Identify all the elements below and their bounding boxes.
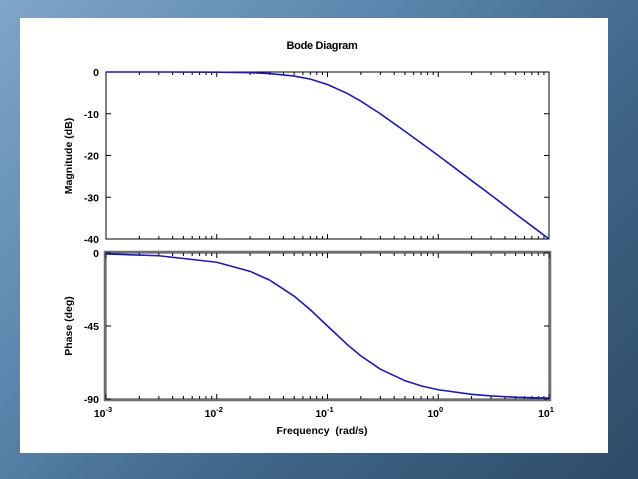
magnitude-ylabel: Magnitude (dB) [63, 118, 75, 194]
phase-axes-highlight [103, 250, 552, 402]
phase-ytick-label: -45 [84, 321, 99, 333]
magnitude-ytick-label: -40 [84, 234, 99, 246]
x-tick-label: 10-2 [205, 405, 223, 420]
x-tick-labels: 10-3 10-2 10-1 100 101 [94, 405, 554, 420]
magnitude-ytick-label: -20 [84, 151, 99, 163]
x-tick-label: 10-3 [94, 405, 112, 420]
phase-panel: 0 -45 -90 Phase (deg) 10-3 10-2 10-1 100 101 F… [63, 248, 554, 437]
x-tick-label: 101 [538, 405, 554, 420]
phase-series-line [105, 253, 550, 399]
magnitude-ytick-label: -30 [84, 192, 99, 204]
magnitude-axes [105, 71, 550, 240]
phase-ytick-label: 0 [93, 248, 99, 260]
phase-yticks: 0 -45 -90 [84, 248, 549, 406]
phase-ylabel: Phase (deg) [63, 296, 75, 356]
phase-xticks [105, 253, 550, 399]
magnitude-series-line [106, 71, 550, 240]
x-tick-label: 100 [427, 405, 443, 420]
magnitude-panel: 0 -10 -20 -30 -40 Magnitude (dB) [63, 67, 550, 246]
magnitude-ytick-label: -10 [84, 109, 99, 121]
magnitude-ytick-label: 0 [93, 67, 99, 79]
bode-chart: Bode Diagram 0 -10 -20 -30 -40 Magnitude (dB… [63, 40, 554, 437]
x-axis-label: Frequency (rad/s) [276, 425, 367, 437]
chart-title: Bode Diagram [287, 40, 358, 52]
phase-ytick-label: -90 [84, 394, 99, 406]
x-tick-label: 10-1 [315, 405, 333, 420]
slide: Bode Diagram 0 -10 -20 -30 -40 Magnitude (dB… [20, 18, 608, 453]
